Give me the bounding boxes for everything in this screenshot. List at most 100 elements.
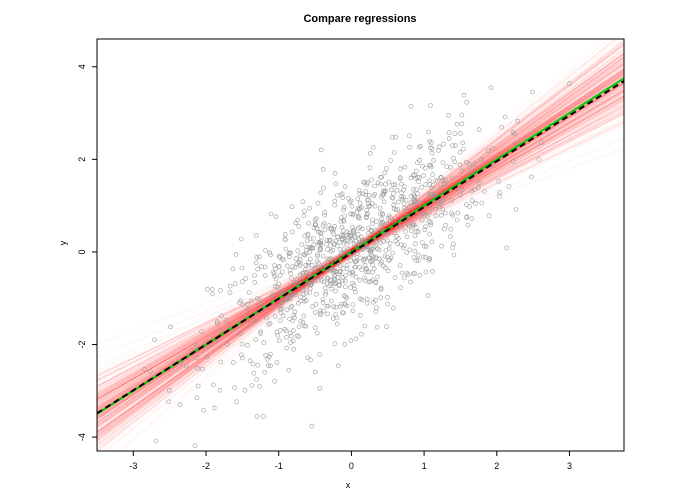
scatter-point <box>304 290 309 296</box>
scatter-point <box>342 341 348 347</box>
bootstrap-line <box>97 109 624 389</box>
scatter-point <box>338 263 343 269</box>
scatter-point <box>442 182 447 187</box>
scatter-point <box>476 180 482 186</box>
scatter-point <box>370 262 376 268</box>
scatter-point <box>262 264 268 270</box>
scatter-point <box>225 342 230 347</box>
scatter-point <box>308 357 313 363</box>
scatter-point <box>344 295 350 301</box>
scatter-point <box>276 253 282 259</box>
scatter-point <box>286 250 292 256</box>
scatter-point <box>362 262 368 268</box>
scatter-point <box>338 304 343 309</box>
scatter-point <box>291 312 297 318</box>
scatter-point <box>357 296 363 302</box>
scatter-point <box>328 281 334 286</box>
scatter-point <box>378 216 384 222</box>
scatter-point <box>371 254 377 260</box>
scatter-point <box>313 265 319 271</box>
scatter-point <box>332 198 338 204</box>
scatter-point <box>430 269 435 274</box>
bootstrap-line <box>97 42 624 447</box>
scatter-point <box>378 261 383 267</box>
scatter-point <box>372 203 378 209</box>
scatter-point <box>328 226 334 232</box>
scatter-point <box>326 223 332 228</box>
scatter-point <box>320 223 326 228</box>
scatter-point <box>464 159 469 165</box>
scatter-point <box>227 290 233 295</box>
scatter-point <box>200 366 205 372</box>
scatter-point <box>305 232 311 238</box>
scatter-point <box>255 362 261 368</box>
scatter-point <box>325 276 331 281</box>
scatter-point <box>282 326 288 332</box>
scatter-point <box>312 369 318 375</box>
scatter-point <box>411 255 417 261</box>
scatter-point <box>381 190 387 195</box>
scatter-point <box>472 187 477 192</box>
scatter-point <box>458 131 463 136</box>
scatter-point <box>281 257 286 263</box>
scatter-point <box>384 166 389 171</box>
scatter-point <box>345 195 351 201</box>
scatter-point <box>363 192 368 198</box>
scatter-point <box>280 256 285 262</box>
scatter-point <box>351 255 357 261</box>
scatter-point <box>391 230 397 236</box>
scatter-point <box>304 238 310 243</box>
scatter-point <box>406 224 412 229</box>
bootstrap-line <box>97 66 624 432</box>
scatter-point <box>298 298 304 304</box>
scatter-point <box>423 244 429 249</box>
scatter-point <box>294 333 300 339</box>
scatter-point <box>318 147 324 153</box>
scatter-point <box>390 196 396 201</box>
y-tick-label: 2 <box>77 157 87 162</box>
scatter-point <box>369 177 375 183</box>
scatter-point <box>356 206 362 212</box>
scatter-point <box>309 279 315 285</box>
scatter-point <box>275 333 281 338</box>
scatter-point <box>407 144 412 150</box>
bootstrap-line <box>97 98 624 400</box>
scatter-point <box>302 267 308 273</box>
scatter-point <box>363 278 368 283</box>
scatter-point <box>511 159 516 164</box>
scatter-point <box>536 157 542 162</box>
scatter-point <box>267 250 273 256</box>
scatter-point <box>389 195 395 200</box>
scatter-point <box>341 218 347 224</box>
bootstrap-line <box>97 83 624 415</box>
scatter-point <box>371 244 377 249</box>
bootstrap-line <box>97 101 624 397</box>
scatter-point <box>152 337 157 343</box>
scatter-point <box>348 198 354 204</box>
scatter-point <box>419 217 425 223</box>
scatter-point <box>339 232 344 238</box>
y-axis-title: y <box>58 240 68 245</box>
scatter-point <box>427 231 433 237</box>
scatter-point <box>239 236 244 242</box>
scatter-point <box>442 210 448 216</box>
scatter-point <box>382 170 388 176</box>
scatter-point <box>362 180 368 186</box>
scatter-point <box>479 200 485 206</box>
bootstrap-line <box>97 102 624 401</box>
scatter-point <box>342 301 348 306</box>
scatter-point <box>301 323 307 329</box>
bootstrap-line <box>97 109 624 390</box>
scatter-point <box>334 193 340 198</box>
scatter-point <box>239 341 245 347</box>
scatter-point <box>367 151 373 156</box>
scatter-point <box>438 185 444 190</box>
scatter-point <box>401 187 406 193</box>
scatter-point <box>311 225 317 230</box>
scatter-point <box>391 191 396 196</box>
scatter-point <box>318 240 323 246</box>
scatter-point <box>259 301 265 306</box>
scatter-point <box>369 269 375 275</box>
scatter-point <box>278 310 284 315</box>
